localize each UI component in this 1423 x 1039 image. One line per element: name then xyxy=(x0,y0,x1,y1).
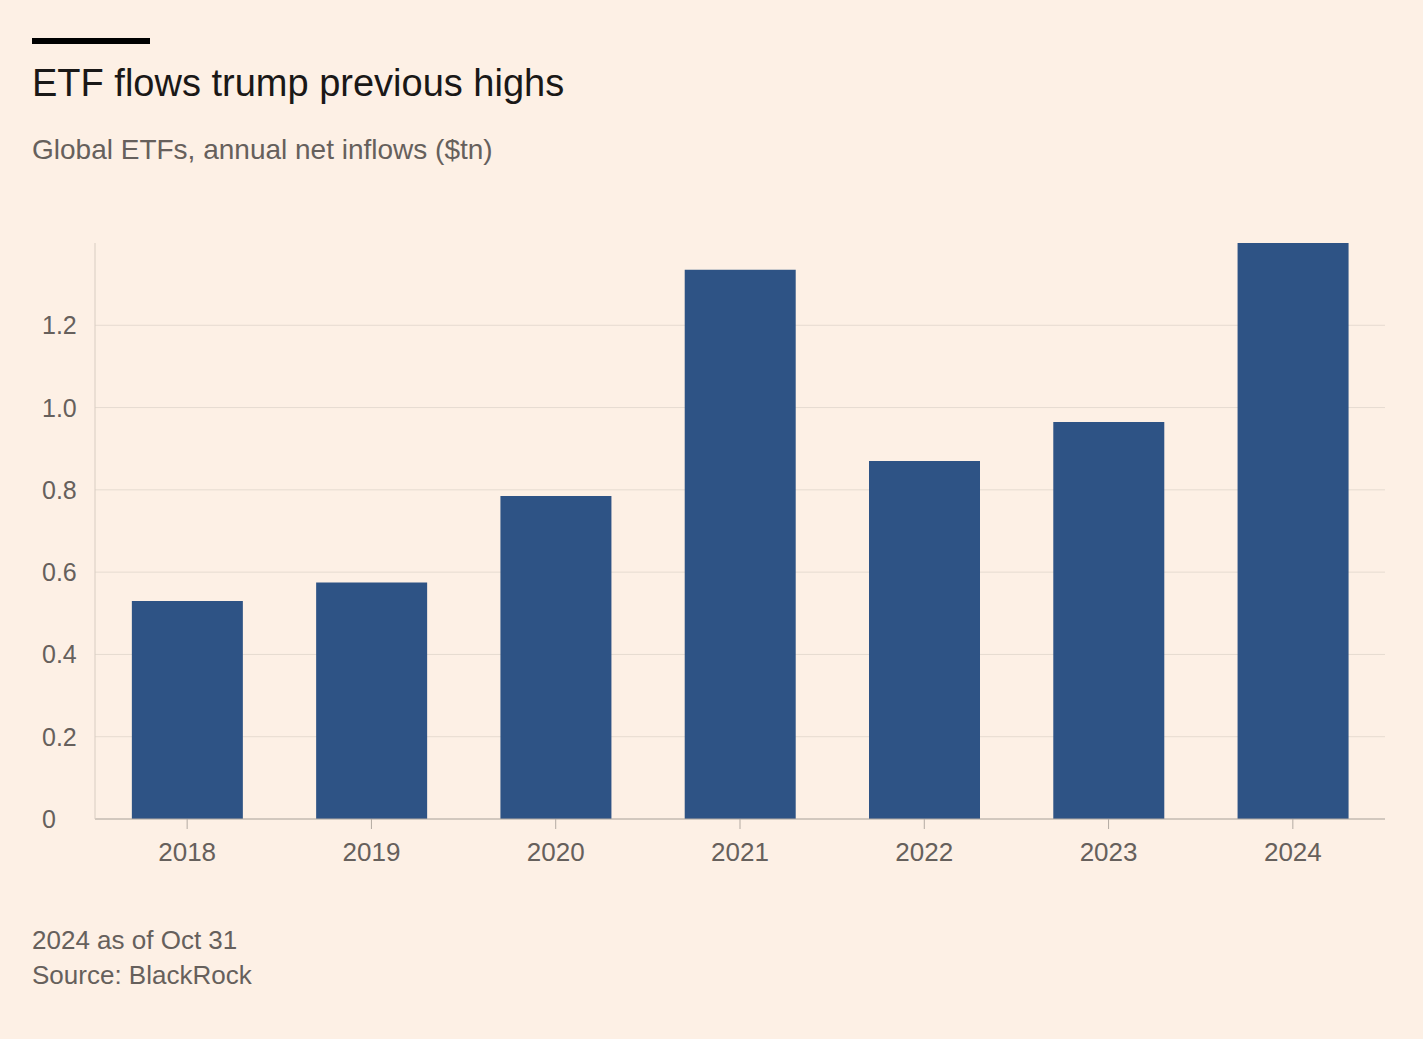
svg-text:2019: 2019 xyxy=(343,837,401,867)
svg-text:0: 0 xyxy=(42,805,56,833)
html-text:Source: BlackRock: Source: BlackRock xyxy=(32,960,252,990)
svg-text:0.2: 0.2 xyxy=(42,723,77,751)
svg-text:1.2: 1.2 xyxy=(42,311,77,339)
svg-text:0.8: 0.8 xyxy=(42,476,77,504)
svg-text:2020: 2020 xyxy=(527,837,585,867)
svg-text:2023: 2023 xyxy=(1080,837,1138,867)
svg-text:2024: 2024 xyxy=(1264,837,1322,867)
html-text:ETF flows trump previous highs: ETF flows trump previous highs xyxy=(32,62,565,104)
svg-text:2021: 2021 xyxy=(711,837,769,867)
svg-text:0.6: 0.6 xyxy=(42,558,77,586)
html-text:Global ETFs, annual net inflow: Global ETFs, annual net inflows ($tn) xyxy=(32,134,493,165)
svg-text:2022: 2022 xyxy=(895,837,953,867)
svg-text:1.0: 1.0 xyxy=(42,394,77,422)
svg-text:0.4: 0.4 xyxy=(42,640,77,668)
svg-text:2018: 2018 xyxy=(158,837,216,867)
html-text:2024 as of Oct 31: 2024 as of Oct 31 xyxy=(32,925,238,955)
